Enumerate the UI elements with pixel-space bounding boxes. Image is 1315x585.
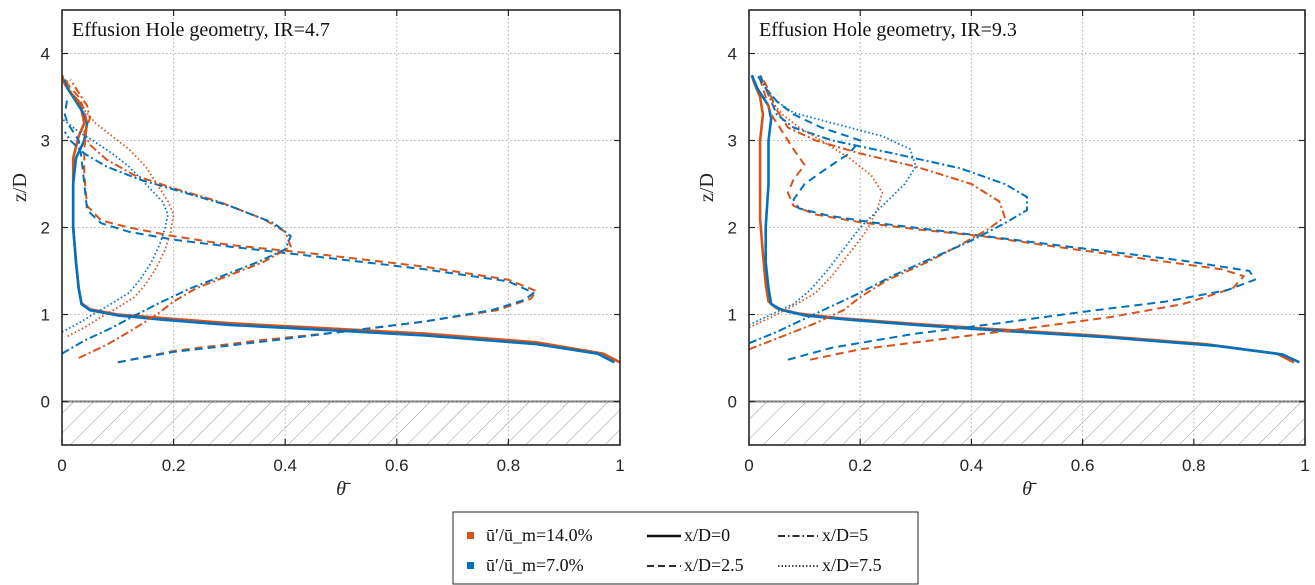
y-tick-label: 3: [728, 132, 737, 151]
x-tick-label: 1: [615, 456, 624, 475]
legend-label-xd5: x/D=5: [822, 525, 868, 545]
y-tick-label: 3: [41, 132, 50, 151]
x-tick-label: 1: [1300, 456, 1309, 475]
x-tick-label: 0.4: [273, 456, 297, 475]
x-tick-label: 0.6: [1071, 456, 1095, 475]
legend-label-xd25: x/D=2.5: [684, 555, 744, 575]
series-line-tu70-xd2_5: [63, 96, 535, 364]
y-tick-label: 0: [728, 393, 737, 412]
x-tick-label: 0.8: [497, 456, 521, 475]
x-tick-label: 0: [57, 456, 66, 475]
right-plot-panel: 0 0.2 0.4 0.6 0.8 1 0 1 2 3 4 θ̄ z/D Effusion Hole ge…: [696, 9, 1310, 500]
y-axis-label: z/D: [9, 173, 31, 202]
legend-label-xd75: x/D=7.5: [822, 555, 882, 575]
left-plot-panel: 0 0.2 0.4 0.6 0.8 1 0 1 2 3 4 θ̄ z/D Effusion Hole ge…: [9, 9, 625, 500]
legend: ū′/ū_m=14.0% x/D=0 x/D=5 ū′/ū_m=7.0% x/D…: [452, 511, 919, 585]
y-tick-label: 4: [41, 45, 50, 64]
series-line-tu140-xd5: [69, 79, 292, 359]
x-tick-label: 0.8: [1182, 456, 1206, 475]
series-line-tu70-xd5: [749, 74, 1028, 345]
legend-label-high-tu: ū′/ū_m=14.0%: [486, 525, 593, 545]
y-axis-label: z/D: [696, 173, 718, 202]
legend-label-xd0: x/D=0: [684, 525, 730, 545]
x-tick-label: 0.2: [848, 456, 872, 475]
panel-title: Effusion Hole geometry, IR=4.7: [72, 19, 330, 41]
panel-title: Effusion Hole geometry, IR=9.3: [759, 19, 1017, 41]
y-tick-label: 1: [41, 306, 50, 325]
x-axis-label: θ̄: [1022, 478, 1037, 500]
y-tick-label: 1: [728, 306, 737, 325]
series-line-tu70-xd7_5: [749, 74, 917, 326]
x-tick-label: 0.2: [162, 456, 186, 475]
wall-hatch: [62, 401, 620, 445]
x-tick-label: 0: [744, 456, 753, 475]
y-tick-label: 2: [41, 219, 50, 238]
legend-marker-low-tu: [467, 562, 474, 569]
x-tick-label: 0.4: [960, 456, 984, 475]
y-tick-label: 4: [728, 45, 737, 64]
x-tick-label: 0.6: [385, 456, 409, 475]
x-axis-label: θ̄: [336, 478, 351, 500]
legend-label-low-tu: ū′/ū_m=7.0%: [486, 555, 584, 575]
plot-area: [62, 10, 620, 445]
legend-box: [452, 511, 919, 585]
series-line-tu140-xd5: [749, 74, 1006, 351]
series-line-tu70-xd2_5: [756, 74, 1256, 361]
wall-hatch: [749, 401, 1305, 445]
series-line-tu70-xd0: [63, 79, 615, 364]
series-line-tu140-xd2_5: [63, 74, 538, 364]
y-tick-label: 2: [728, 219, 737, 238]
series-line-tu140-xd7_5: [66, 83, 175, 338]
series-line-tu70-xd5: [62, 131, 292, 355]
y-tick-label: 0: [41, 393, 50, 412]
series-line-tu140-xd7_5: [749, 74, 884, 329]
legend-marker-high-tu: [467, 532, 474, 539]
